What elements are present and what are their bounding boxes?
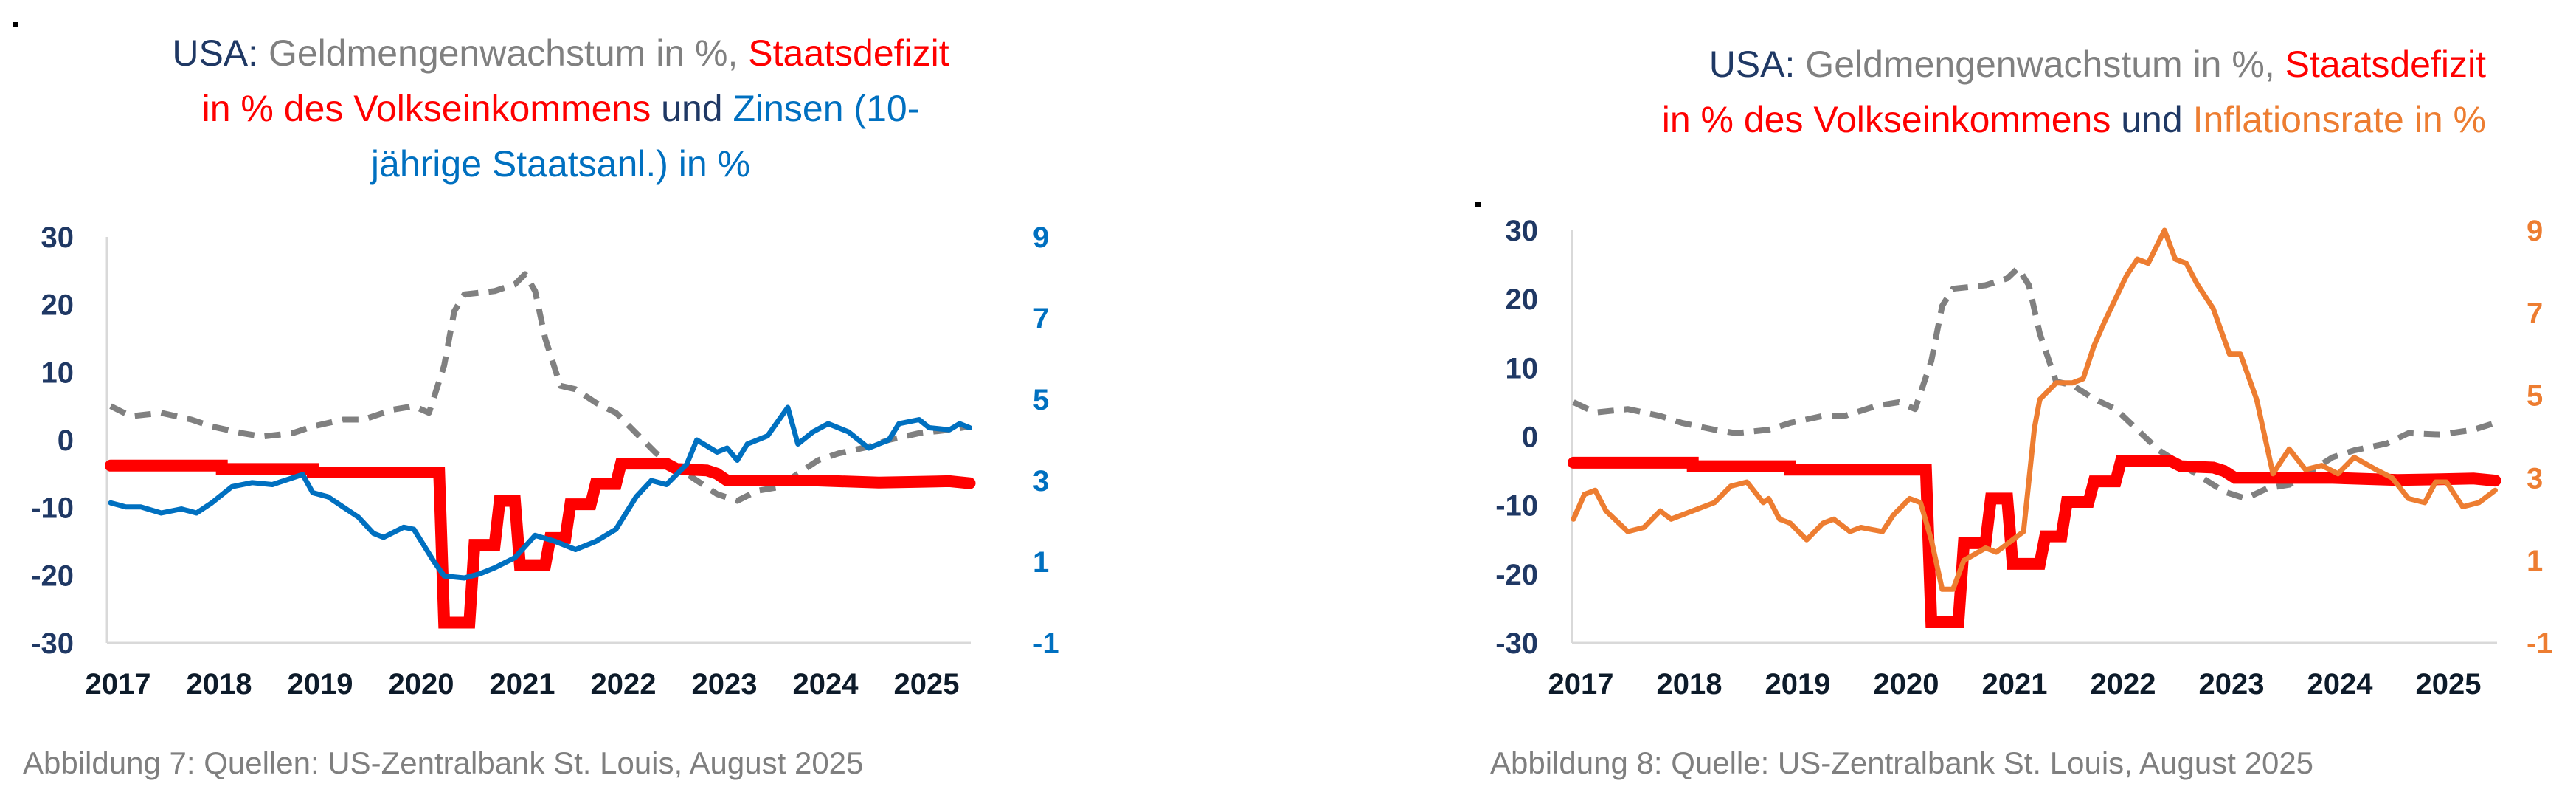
- y-left-tick-label: 10: [1506, 352, 1539, 385]
- title-segment: Staatsdefizit: [2285, 44, 2486, 85]
- y-left-tick-label: -10: [1495, 490, 1538, 523]
- series-line-zinsen-j-hrige-staatsanl-: [108, 404, 972, 581]
- x-tick-label: 2025: [2416, 668, 2482, 700]
- title-segment: in % des Volkseinkommens: [201, 88, 662, 129]
- y-left-tick-label: -10: [31, 492, 74, 525]
- title-line: USA: Geldmengenwachstum in %, Staatsdefi…: [1402, 37, 2486, 92]
- series-line-staatsdefizit: [105, 458, 976, 629]
- series-line-geldmengenwachstum: [109, 271, 971, 504]
- x-tick-label: 2023: [692, 668, 758, 700]
- x-tick-label: 2023: [2199, 668, 2265, 700]
- y-right-tick-label: 5: [2527, 380, 2543, 413]
- title-segment: USA:: [172, 32, 269, 74]
- y-right-tick-label: 5: [1033, 384, 1049, 416]
- y-right-tick-label: 3: [1033, 465, 1049, 498]
- y-left-tick-label: -20: [1495, 559, 1538, 591]
- x-tick-label: 2025: [894, 668, 960, 700]
- series-line-inflationsrate: [1571, 227, 2498, 592]
- stray-dot: [13, 22, 18, 27]
- y-right-tick-label: -1: [1033, 627, 1059, 660]
- y-right-tick-label: 3: [2527, 462, 2543, 495]
- y-left-tick-label: 0: [58, 424, 74, 457]
- x-tick-label: 2021: [490, 668, 555, 700]
- chart-2-caption: Abbildung 8: Quelle: US-Zentralbank St. …: [1490, 746, 2314, 780]
- y-left-tick-label: -20: [31, 560, 74, 592]
- stray-dot: [1475, 202, 1481, 207]
- x-tick-label: 2018: [187, 668, 252, 700]
- y-left-tick-label: 30: [1506, 215, 1539, 247]
- x-tick-label: 2018: [1657, 668, 1722, 700]
- y-left-tick-label: -30: [31, 627, 74, 660]
- x-tick-label: 2020: [1874, 668, 1939, 700]
- x-tick-label: 2017: [86, 668, 151, 700]
- series-line-staatsdefizit: [1568, 455, 2501, 628]
- title-segment: Inflationsrate in %: [2192, 99, 2486, 140]
- x-tick-label: 2019: [1765, 668, 1831, 700]
- title-line: jährige Staatsanl.) in %: [59, 137, 1062, 192]
- y-right-tick-label: 9: [1033, 221, 1049, 254]
- y-left-tick-label: 20: [1506, 283, 1539, 316]
- title-segment: und: [661, 88, 733, 129]
- title-segment: Zinsen (10-: [733, 88, 920, 129]
- y-left-tick-label: 30: [41, 221, 75, 254]
- y-left-tick-label: 0: [1522, 421, 1538, 454]
- x-tick-label: 2022: [591, 668, 657, 700]
- y-right-tick-label: 9: [2527, 215, 2543, 247]
- y-right-tick-label: 7: [2527, 297, 2543, 330]
- title-line: USA: Geldmengenwachstum in %, Staatsdefi…: [59, 26, 1062, 81]
- x-tick-label: 2022: [2091, 668, 2156, 700]
- y-right-tick-label: 7: [1033, 303, 1049, 335]
- y-right-tick-label: 1: [1033, 546, 1049, 579]
- title-segment: jährige Staatsanl.) in %: [370, 143, 751, 185]
- title-segment: Geldmengenwachstum in %,: [268, 32, 749, 74]
- y-left-tick-label: 10: [41, 357, 75, 389]
- title-segment: Staatsdefizit: [748, 32, 949, 74]
- x-tick-label: 2017: [1548, 668, 1614, 700]
- title-segment: USA:: [1708, 44, 1806, 85]
- x-tick-label: 2020: [389, 668, 454, 700]
- y-right-tick-label: -1: [2527, 627, 2553, 660]
- title-segment: in % des Volkseinkommens: [1661, 99, 2122, 140]
- x-tick-label: 2019: [288, 668, 353, 700]
- chart-1-caption: Abbildung 7: Quellen: US-Zentralbank St.…: [23, 746, 864, 780]
- x-tick-label: 2024: [793, 668, 859, 700]
- chart-1-title: USA: Geldmengenwachstum in %, Staatsdefi…: [59, 26, 1062, 192]
- title-line: in % des Volkseinkommens und Inflationsr…: [1402, 92, 2486, 148]
- y-right-tick-label: 1: [2527, 545, 2543, 577]
- title-segment: und: [2121, 99, 2193, 140]
- x-tick-label: 2021: [1982, 668, 2048, 700]
- y-left-tick-label: 20: [41, 289, 75, 322]
- title-segment: Geldmengenwachstum in %,: [1805, 44, 2285, 85]
- title-line: in % des Volkseinkommens und Zinsen (10-: [59, 81, 1062, 137]
- y-left-tick-label: -30: [1495, 627, 1538, 660]
- chart-2-title: USA: Geldmengenwachstum in %, Staatsdefi…: [1402, 37, 2486, 148]
- x-tick-label: 2024: [2307, 668, 2374, 700]
